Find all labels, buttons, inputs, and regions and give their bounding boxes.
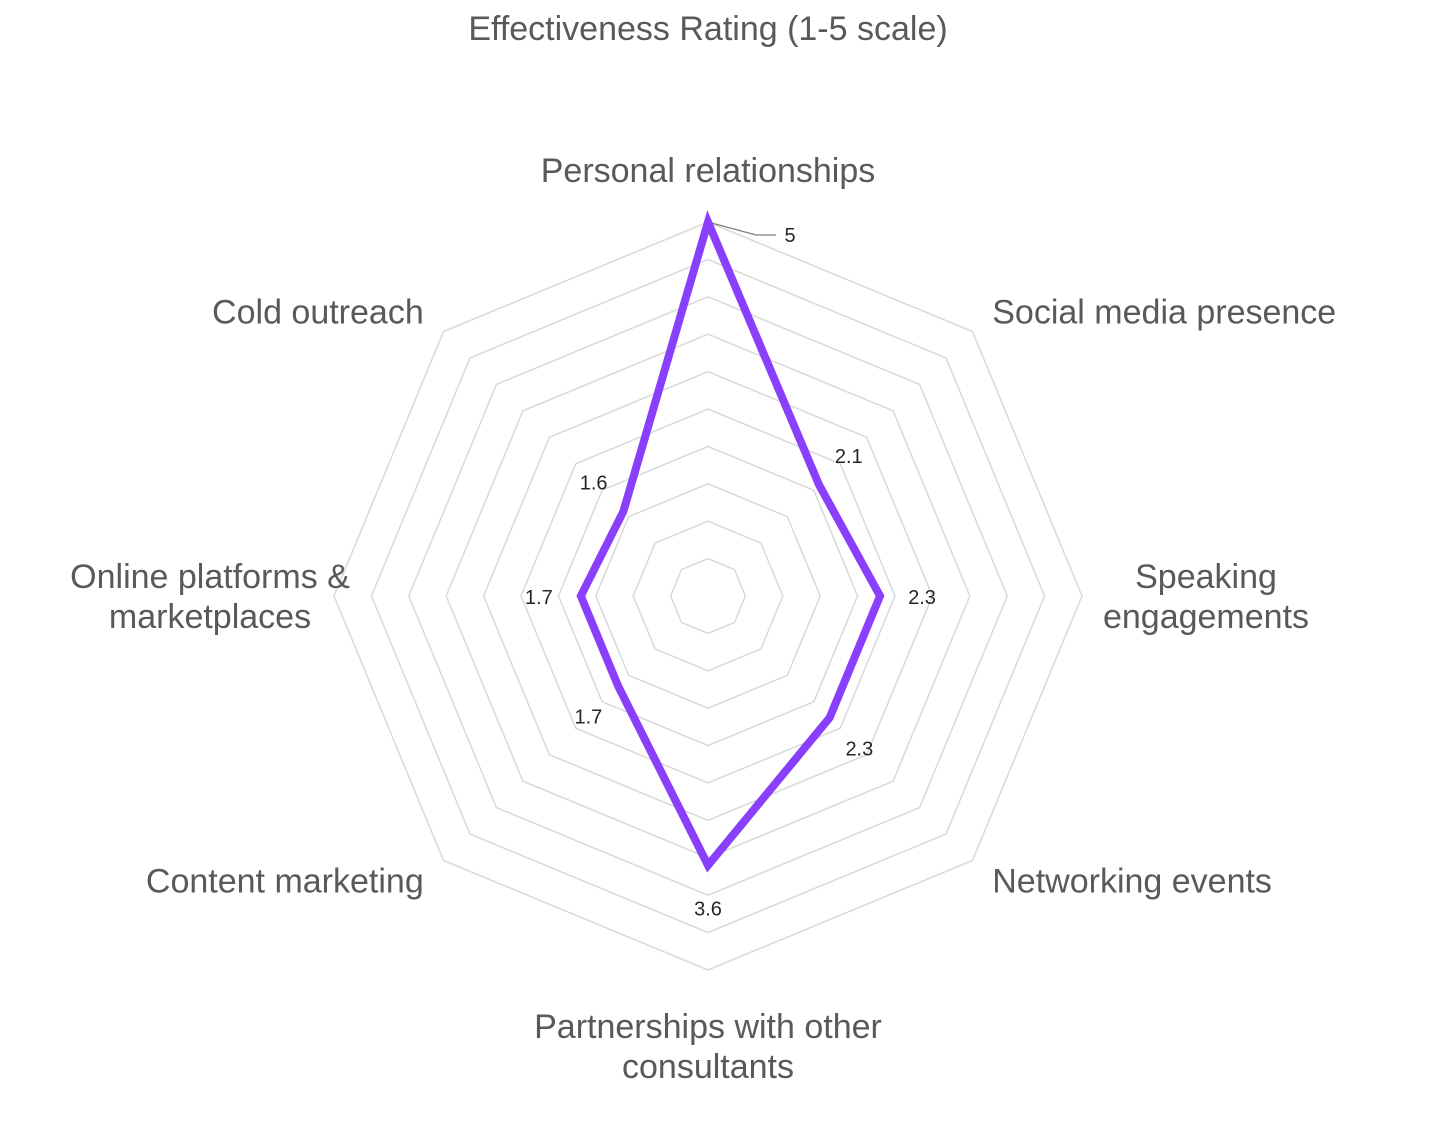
category-label: Partnerships with other consultants bbox=[534, 1008, 882, 1086]
category-labels: Personal relationships Social media prese… bbox=[70, 152, 1336, 1086]
data-label-leader-line bbox=[707, 221, 776, 236]
category-label-line: Online platforms & bbox=[70, 558, 350, 596]
leader-lines bbox=[707, 221, 776, 236]
grid-ring bbox=[482, 370, 934, 822]
category-label: Personal relationships bbox=[541, 152, 876, 190]
series-line bbox=[576, 210, 885, 873]
data-label: 2.3 bbox=[908, 587, 936, 609]
category-label-line: Speaking bbox=[1135, 558, 1277, 596]
category-label-line: Cold outreach bbox=[212, 294, 424, 332]
category-label: Cold outreach bbox=[212, 294, 424, 332]
category-label: Social media presence bbox=[992, 294, 1336, 332]
grid-ring bbox=[370, 258, 1046, 934]
category-label-line: Content marketing bbox=[146, 862, 424, 900]
series-layer bbox=[576, 210, 885, 873]
category-label: Content marketing bbox=[146, 862, 424, 900]
category-label: Networking events bbox=[992, 862, 1272, 900]
data-label: 2.3 bbox=[845, 738, 873, 760]
data-label: 1.6 bbox=[580, 473, 608, 495]
data-label: 1.7 bbox=[525, 587, 553, 609]
category-label-line: Partnerships with other bbox=[534, 1008, 882, 1046]
category-label-line: Personal relationships bbox=[541, 152, 876, 190]
category-label-line: Social media presence bbox=[992, 294, 1336, 332]
grid-ring bbox=[407, 295, 1009, 897]
category-label: Online platforms & marketplaces bbox=[70, 558, 350, 636]
grid-ring bbox=[557, 445, 859, 747]
grid-ring bbox=[594, 482, 822, 710]
data-label: 2.1 bbox=[835, 446, 863, 468]
category-label-line: marketplaces bbox=[109, 598, 311, 636]
grid-ring bbox=[333, 221, 1083, 971]
data-labels: 5 2.1 2.3 2.3 3.6 1.7 1.7 1.6 bbox=[525, 225, 936, 920]
category-label-line: engagements bbox=[1103, 598, 1309, 636]
data-label: 5 bbox=[784, 225, 795, 247]
grid-ring bbox=[520, 408, 896, 784]
category-label-line: Networking events bbox=[992, 862, 1272, 900]
grid-ring bbox=[632, 520, 784, 672]
category-label-line: consultants bbox=[622, 1048, 794, 1086]
grid-ring bbox=[669, 557, 747, 635]
chart-title: Effectiveness Rating (1-5 scale) bbox=[468, 10, 947, 48]
data-label: 1.7 bbox=[574, 707, 602, 729]
data-label: 3.6 bbox=[694, 898, 722, 920]
category-label: Speaking engagements bbox=[1103, 558, 1309, 636]
